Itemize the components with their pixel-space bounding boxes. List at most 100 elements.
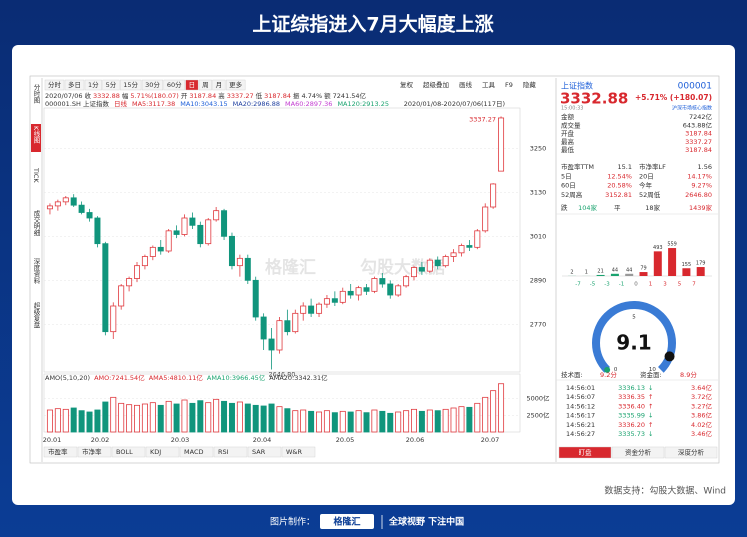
- candle-body: [442, 256, 449, 267]
- distribution-bar: [696, 267, 705, 276]
- candle-body: [197, 224, 204, 245]
- stat-label: 成交量: [561, 120, 581, 129]
- candle-body: [86, 212, 93, 219]
- toolbar-button[interactable]: [141, 79, 164, 91]
- data-label: 44: [626, 267, 632, 273]
- toolbar-button[interactable]: [163, 79, 185, 91]
- candle-body: [418, 267, 425, 272]
- toolbar-item[interactable]: 复权: [400, 80, 414, 89]
- toolbar-button[interactable]: [198, 79, 212, 91]
- indicator-tab-label: 市净率: [82, 447, 102, 456]
- stat-value: 12.54%: [607, 172, 632, 180]
- watermark: 格隆汇: [265, 257, 316, 278]
- volume-bar: [236, 401, 243, 433]
- y-tick-label: 3130: [530, 188, 547, 196]
- toolbar-item[interactable]: 画线: [459, 80, 473, 89]
- volume-bar: [331, 412, 338, 433]
- candle-body: [70, 197, 77, 206]
- volume-bar: [213, 398, 220, 433]
- candle-body: [292, 312, 299, 333]
- toolbar-item[interactable]: 超级叠加: [423, 80, 449, 89]
- toolbar-button[interactable]: [84, 79, 102, 91]
- sidebar-item: 成交明细: [32, 209, 40, 238]
- toolbar-button[interactable]: [44, 79, 65, 91]
- info-item: 7241.54亿: [333, 91, 367, 100]
- bottom-tab[interactable]: [611, 446, 665, 459]
- volume-bar: [149, 402, 156, 433]
- volume-bar: [371, 409, 378, 433]
- candle-body: [244, 257, 251, 281]
- volume-bar: [308, 410, 315, 433]
- toolbar-button[interactable]: [64, 79, 85, 91]
- volume-bar: [498, 383, 505, 433]
- bottom-tab[interactable]: [664, 446, 718, 459]
- ma-item: MA120:2913.25: [337, 100, 389, 108]
- toolbar-button[interactable]: [120, 79, 142, 91]
- stat-label: 52周高: [561, 190, 583, 199]
- volume-bar: [284, 408, 291, 433]
- indicator-tab[interactable]: [43, 446, 78, 458]
- x-tick-label: -3: [604, 282, 610, 288]
- stat-label: 金额: [561, 112, 575, 121]
- volume-bar: [292, 410, 299, 433]
- data-label: 2: [570, 269, 573, 275]
- indicator-tab[interactable]: [111, 446, 146, 458]
- stat-value: 3152.81: [605, 191, 632, 199]
- candle-body: [426, 259, 433, 272]
- candle-body: [498, 117, 505, 172]
- breadth: 104家: [578, 203, 597, 212]
- bottom-tab[interactable]: [558, 446, 612, 459]
- tick-arrow: ↑: [648, 402, 653, 410]
- volume-bar: [490, 390, 497, 433]
- distribution-bar: [682, 268, 691, 276]
- toolbar-item[interactable]: 隐藏: [523, 80, 537, 89]
- candle-body: [339, 290, 346, 303]
- volume-bar: [94, 409, 101, 433]
- x-tick-label: 7: [692, 282, 696, 288]
- stat-label: 5日: [561, 172, 572, 180]
- toolbar-button[interactable]: [102, 79, 120, 91]
- footer-label: 图片制作：: [270, 516, 315, 528]
- toolbar-button[interactable]: [212, 79, 226, 91]
- info-item: 幅: [122, 91, 129, 100]
- y-tick-label: 3250: [530, 144, 547, 152]
- candle-body: [323, 298, 330, 305]
- toolbar-item: 多日: [68, 80, 81, 89]
- indicator-tab[interactable]: [145, 446, 180, 458]
- toolbar-item[interactable]: 工具: [482, 81, 496, 89]
- indicator-tab[interactable]: [213, 446, 248, 458]
- gauge-tick: 5: [632, 315, 636, 321]
- toolbar-button[interactable]: [225, 79, 246, 91]
- indicator-tab-label: MACD: [184, 448, 203, 456]
- tick-price: 3335.99: [618, 412, 645, 420]
- data-label: 179: [696, 261, 706, 267]
- indicator-tab[interactable]: [247, 446, 282, 458]
- toolbar-item: 30分: [145, 80, 160, 89]
- candle-body: [221, 210, 228, 237]
- indicator-tab[interactable]: [281, 446, 316, 458]
- volume-bar: [118, 402, 125, 433]
- candle-body: [347, 290, 354, 296]
- indicator-tab[interactable]: [77, 446, 112, 458]
- y-tick-label: 2500亿: [526, 410, 550, 419]
- indicator-tab[interactable]: [179, 446, 214, 458]
- stat-value: 7242亿: [689, 112, 713, 121]
- tick-volume: 3.46亿: [691, 429, 712, 438]
- y-tick-label: 3010: [530, 232, 547, 240]
- volume-bar: [300, 409, 307, 433]
- tick-price: 3336.35: [618, 393, 645, 401]
- stat-label: 市盈率TTM: [561, 162, 594, 171]
- score-label: 技术面:: [561, 370, 583, 379]
- volume-bar: [70, 407, 77, 433]
- volume-bar: [110, 396, 117, 433]
- volume-bar: [395, 411, 402, 433]
- volume-bar: [355, 410, 362, 433]
- toolbar-item[interactable]: F9: [505, 81, 513, 89]
- toolbar-button[interactable]: [185, 79, 199, 91]
- data-label: 79: [640, 266, 646, 272]
- gauge-start: [604, 366, 611, 373]
- tick-time: 14:56:07: [566, 393, 595, 401]
- data-label: 155: [682, 262, 692, 268]
- volume-bar: [379, 410, 386, 433]
